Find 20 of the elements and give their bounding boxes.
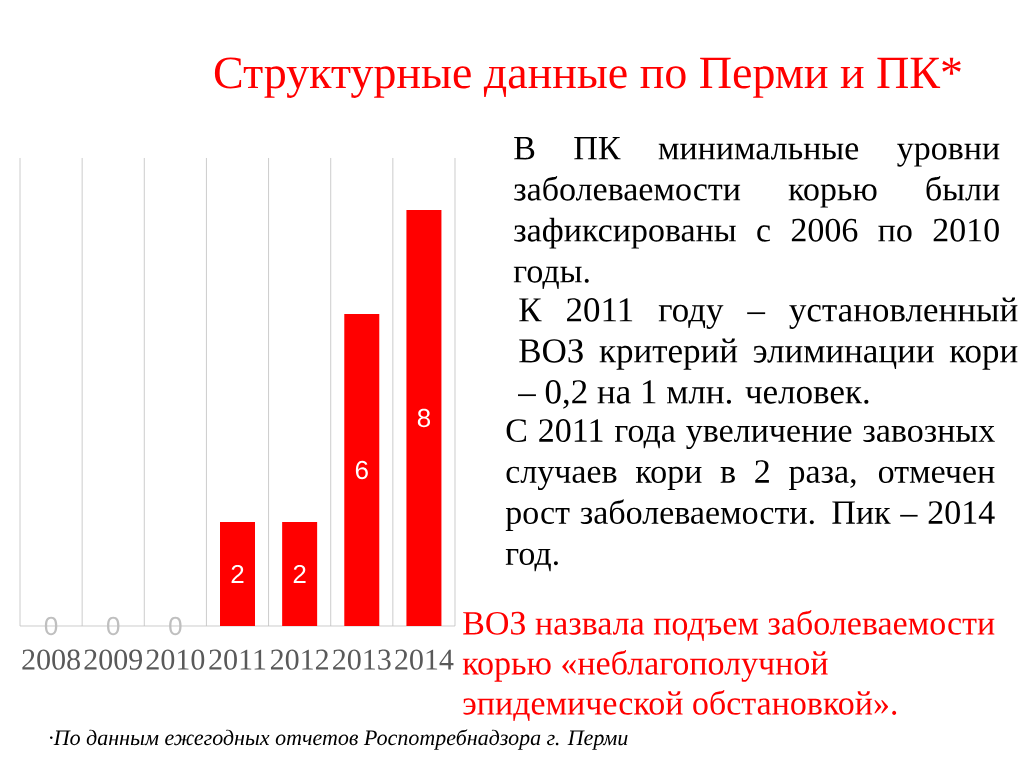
data-label: 2	[231, 564, 244, 584]
data-label: 6	[355, 460, 368, 480]
data-label: 2	[293, 564, 306, 584]
text: К 2011 году – установленный ВОЗ критерий элиминации кори – 0,2 на 1 млн. человек.	[517, 297, 1018, 409]
x-tick-label: 2013	[333, 649, 391, 670]
text: ·По данным ежегодных отчетов Роспотребнадзора г. Перми	[49, 729, 628, 750]
text: В ПК минимальные уровни заболеваемости корью были зафиксированы с 2006 по 2010 годы.	[513, 137, 1000, 289]
x-tick-label: 2011	[209, 649, 266, 670]
text: Структурные данные по Перми и ПК*	[214, 57, 961, 98]
data-label: 0	[169, 616, 182, 636]
text: ВОЗ назвала подъем заболеваемости корью «неблагополучной эпидемической обстановкой».	[462, 610, 995, 721]
x-tick-label: 2009	[84, 649, 142, 670]
x-tick-label: 2008	[22, 649, 80, 670]
x-tick-label: 2010	[146, 649, 205, 670]
data-label: 0	[107, 616, 120, 636]
data-label: 0	[44, 616, 58, 636]
data-label: 8	[417, 408, 431, 428]
x-tick-label: 2014	[395, 649, 454, 670]
x-tick-label: 2012	[270, 649, 328, 670]
text: С 2011 года увеличение завозных случаев кори в 2 раза, отмечен рост заболеваемости. Пик – 2014 год.	[505, 419, 995, 572]
